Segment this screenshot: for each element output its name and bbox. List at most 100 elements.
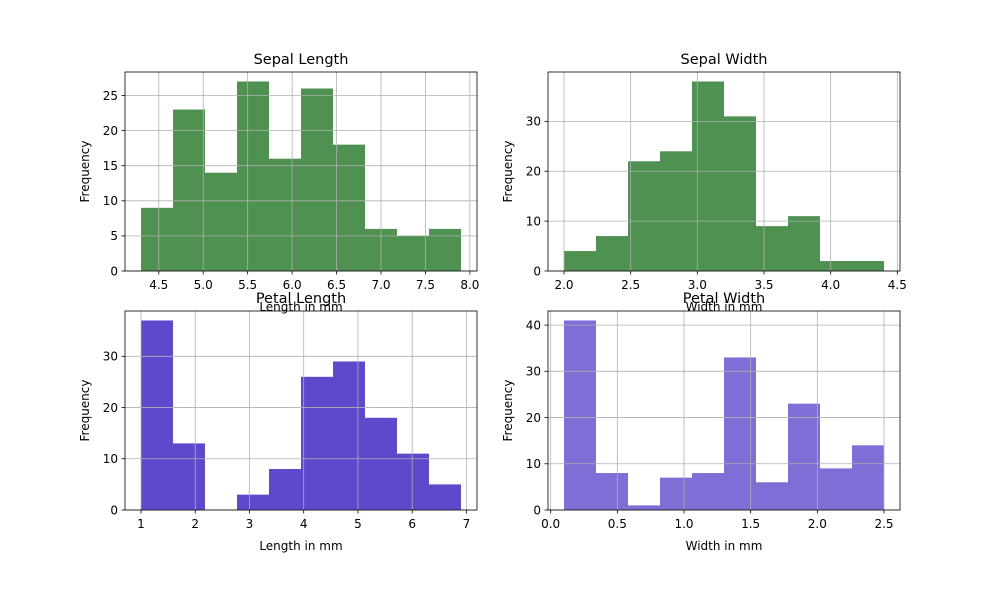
x-tick-label: 6.0 (283, 278, 302, 292)
x-tick-label: 1.0 (674, 517, 693, 531)
histogram-panel-4: 0.0 0.5 1.0 1.5 2.0 2.5 0 10 20 30 40 Width in mm Fr… (501, 291, 901, 553)
axes-frame (124, 310, 478, 511)
x-tick-label: 3 (246, 517, 254, 531)
x-tick-label: 1.5 (741, 517, 760, 531)
histogram-bar (429, 484, 461, 510)
histogram-bar (660, 151, 692, 271)
histogram-bar (237, 81, 269, 271)
histogram-bar (333, 361, 365, 510)
histogram-bar (301, 88, 333, 271)
histogram-panel-3: 1 2 3 4 5 6 7 0 10 20 30 Length in mm Frequency Petal… (78, 291, 478, 553)
histogram-bar (205, 172, 237, 271)
histogram-bar (173, 443, 205, 510)
x-tick-label: 4.5 (149, 278, 168, 292)
axes-frame (124, 71, 478, 272)
histogram-bar (141, 207, 173, 271)
histogram-bar (269, 469, 301, 510)
x-tick-label: 0.5 (608, 517, 627, 531)
x-tick-label: 1 (137, 517, 145, 531)
histogram-bar (596, 236, 628, 271)
histogram-bar (301, 376, 333, 510)
histogram-bar (596, 473, 628, 510)
x-tick-label: 5.5 (238, 278, 257, 292)
histogram-bar (788, 216, 820, 271)
histogram-bar (237, 494, 269, 510)
histogram-bar (820, 261, 852, 271)
x-axis-label: Length in mm (259, 539, 342, 553)
y-axis-label: Frequency (78, 380, 92, 442)
histogram-bar (756, 226, 788, 271)
histogram-bar (173, 109, 205, 271)
x-tick-label: 3.0 (688, 278, 707, 292)
bars (141, 320, 461, 510)
bars (141, 81, 461, 271)
y-tick-label: 10 (103, 194, 118, 208)
histogram-bar (397, 453, 429, 510)
histogram-bar (333, 144, 365, 271)
y-tick-label: 25 (103, 89, 118, 103)
histogram-panel-1: 4.5 5.0 5.5 6.0 6.5 7.0 7.5 8.0 0 5 10 15 20 25 Length… (78, 52, 479, 314)
y-tick-label: 20 (103, 124, 118, 138)
histogram-bar (756, 482, 788, 510)
x-tick-label: 5.0 (194, 278, 213, 292)
y-tick-label: 5 (110, 229, 118, 243)
chart-title: Sepal Length (254, 52, 349, 68)
x-tick-label: 4.5 (888, 278, 907, 292)
x-axis-label: Length in mm (259, 300, 342, 314)
histogram-bar (564, 320, 596, 510)
y-tick-label: 0 (110, 264, 118, 278)
y-tick-label: 0 (533, 503, 541, 517)
histogram-bar (724, 116, 756, 271)
x-tick-label: 2.0 (808, 517, 827, 531)
histogram-bar (692, 473, 724, 510)
x-tick-label: 7 (463, 517, 471, 531)
y-tick-label: 10 (526, 457, 541, 471)
histogram-bar (692, 81, 724, 271)
y-tick-label: 15 (103, 159, 118, 173)
x-tick-label: 8.0 (460, 278, 479, 292)
histogram-panel-2: 2.0 2.5 3.0 3.5 4.0 4.5 0 10 20 30 Width in mm Freq… (501, 52, 907, 314)
x-tick-label: 4 (300, 517, 308, 531)
histogram-bar (724, 357, 756, 510)
chart-title: Petal Length (256, 291, 346, 307)
y-tick-label: 30 (103, 350, 118, 364)
x-axis-label: Width in mm (686, 539, 763, 553)
y-axis-label: Frequency (501, 380, 515, 442)
chart-title: Petal Width (683, 291, 765, 307)
chart-title: Sepal Width (681, 52, 768, 68)
y-axis-label: Frequency (78, 141, 92, 203)
y-tick-label: 30 (526, 365, 541, 379)
bars (564, 320, 884, 510)
y-tick-label: 10 (526, 214, 541, 228)
y-tick-label: 20 (526, 165, 541, 179)
x-tick-label: 2.0 (554, 278, 573, 292)
histogram-bar (788, 403, 820, 510)
histogram-bar (397, 235, 429, 271)
y-tick-label: 30 (526, 115, 541, 129)
x-tick-label: 6 (408, 517, 416, 531)
x-tick-label: 5 (354, 517, 362, 531)
x-tick-label: 7.5 (416, 278, 435, 292)
y-tick-label: 0 (533, 264, 541, 278)
histogram-bar (852, 261, 884, 271)
x-tick-label: 3.5 (754, 278, 773, 292)
y-axis-label: Frequency (501, 141, 515, 203)
axes-frame (547, 310, 901, 511)
histogram-bar (852, 445, 884, 510)
x-tick-label: 2.5 (621, 278, 640, 292)
histogram-bar (628, 505, 660, 510)
x-tick-label: 4.0 (821, 278, 840, 292)
y-tick-label: 10 (103, 452, 118, 466)
grid (548, 311, 900, 511)
histogram-bar (429, 228, 461, 271)
y-tick-label: 40 (526, 318, 541, 332)
histogram-bar (269, 158, 301, 271)
histogram-bar (564, 251, 596, 271)
x-tick-label: 2.5 (874, 517, 893, 531)
histogram-bar (660, 477, 692, 510)
x-tick-label: 0.0 (541, 517, 560, 531)
x-tick-label: 7.0 (371, 278, 390, 292)
x-axis-label: Width in mm (686, 300, 763, 314)
histogram-bar (141, 320, 173, 510)
